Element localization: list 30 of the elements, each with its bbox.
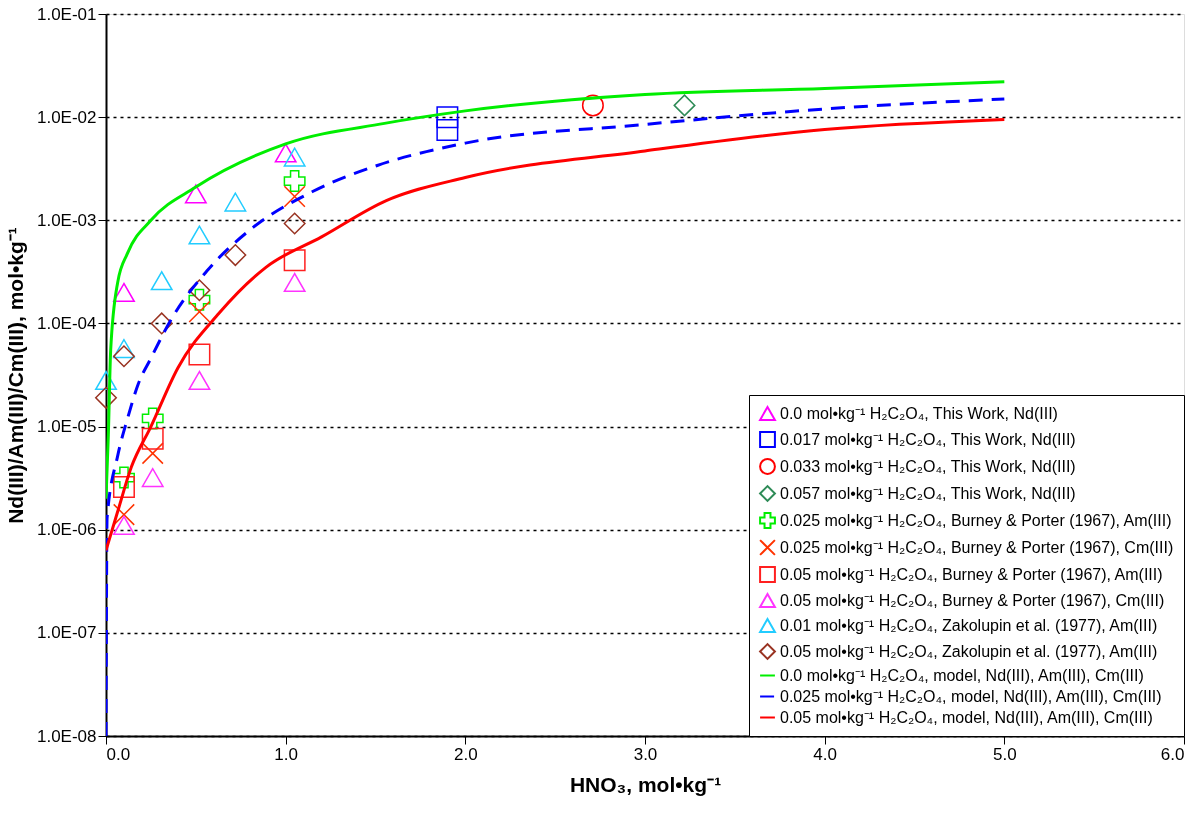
y-tick-label: 1.0E-02 [36, 107, 97, 127]
y-tick-label: 1.0E-03 [36, 210, 97, 230]
legend-label: 0.025 mol•kg⁻¹ H₂C₂O₄, Burney & Porter (1967), Cm(III) [780, 538, 1174, 556]
legend-label: 0.017 mol•kg⁻¹ H₂C₂O₄, This Work, Nd(III) [780, 430, 1076, 448]
x-tick-label: 5.0 [993, 744, 1017, 764]
legend-label: 0.025 mol•kg⁻¹ H₂C₂O₄, model, Nd(III), Am(III), Cm(III) [780, 687, 1162, 705]
legend-label: 0.0 mol•kg⁻¹ H₂C₂O₄, This Work, Nd(III) [780, 404, 1058, 422]
x-tick-label: 6.0 [1160, 744, 1185, 764]
legend-label: 0.05 mol•kg⁻¹ H₂C₂O₄, Burney & Porter (1967), Cm(III) [780, 591, 1165, 609]
y-tick-label: 1.0E-06 [36, 520, 97, 540]
x-tick-label: 2.0 [454, 744, 478, 764]
x-tick-label: 4.0 [813, 744, 837, 764]
x-tick-label: 3.0 [633, 744, 658, 764]
x-tick-label: 1.0 [274, 744, 298, 764]
y-tick-label: 1.0E-04 [36, 313, 97, 333]
y-tick-label: 1.0E-01 [36, 4, 97, 24]
x-tick-label: 0.0 [106, 744, 131, 764]
legend-label: 0.05 mol•kg⁻¹ H₂C₂O₄, Zakolupin et al. (1977), Am(III) [780, 642, 1158, 660]
legend-label: 0.025 mol•kg⁻¹ H₂C₂O₄, Burney & Porter (1967), Am(III) [780, 511, 1172, 529]
x-axis-title: HNO₃, mol•kg⁻¹ [569, 772, 722, 796]
legend-label: 0.05 mol•kg⁻¹ H₂C₂O₄, model, Nd(III), Am(III), Cm(III) [780, 708, 1153, 726]
y-axis-title: Nd(III)/Am(III)/Cm(III), mol•kg⁻¹ [3, 227, 27, 524]
y-tick-label: 1.0E-05 [36, 417, 97, 437]
legend-label: 0.05 mol•kg⁻¹ H₂C₂O₄, Burney & Porter (1967), Am(III) [780, 565, 1163, 583]
y-tick-label: 1.0E-07 [36, 623, 97, 643]
legend-label: 0.057 mol•kg⁻¹ H₂C₂O₄, This Work, Nd(III) [780, 484, 1076, 502]
legend-label: 0.033 mol•kg⁻¹ H₂C₂O₄, This Work, Nd(III) [780, 457, 1076, 475]
legend-label: 0.0 mol•kg⁻¹ H₂C₂O₄, model, Nd(III), Am(III), Cm(III) [780, 666, 1144, 684]
legend-label: 0.01 mol•kg⁻¹ H₂C₂O₄, Zakolupin et al. (1977), Am(III) [780, 616, 1158, 634]
y-tick-label: 1.0E-08 [36, 726, 97, 746]
